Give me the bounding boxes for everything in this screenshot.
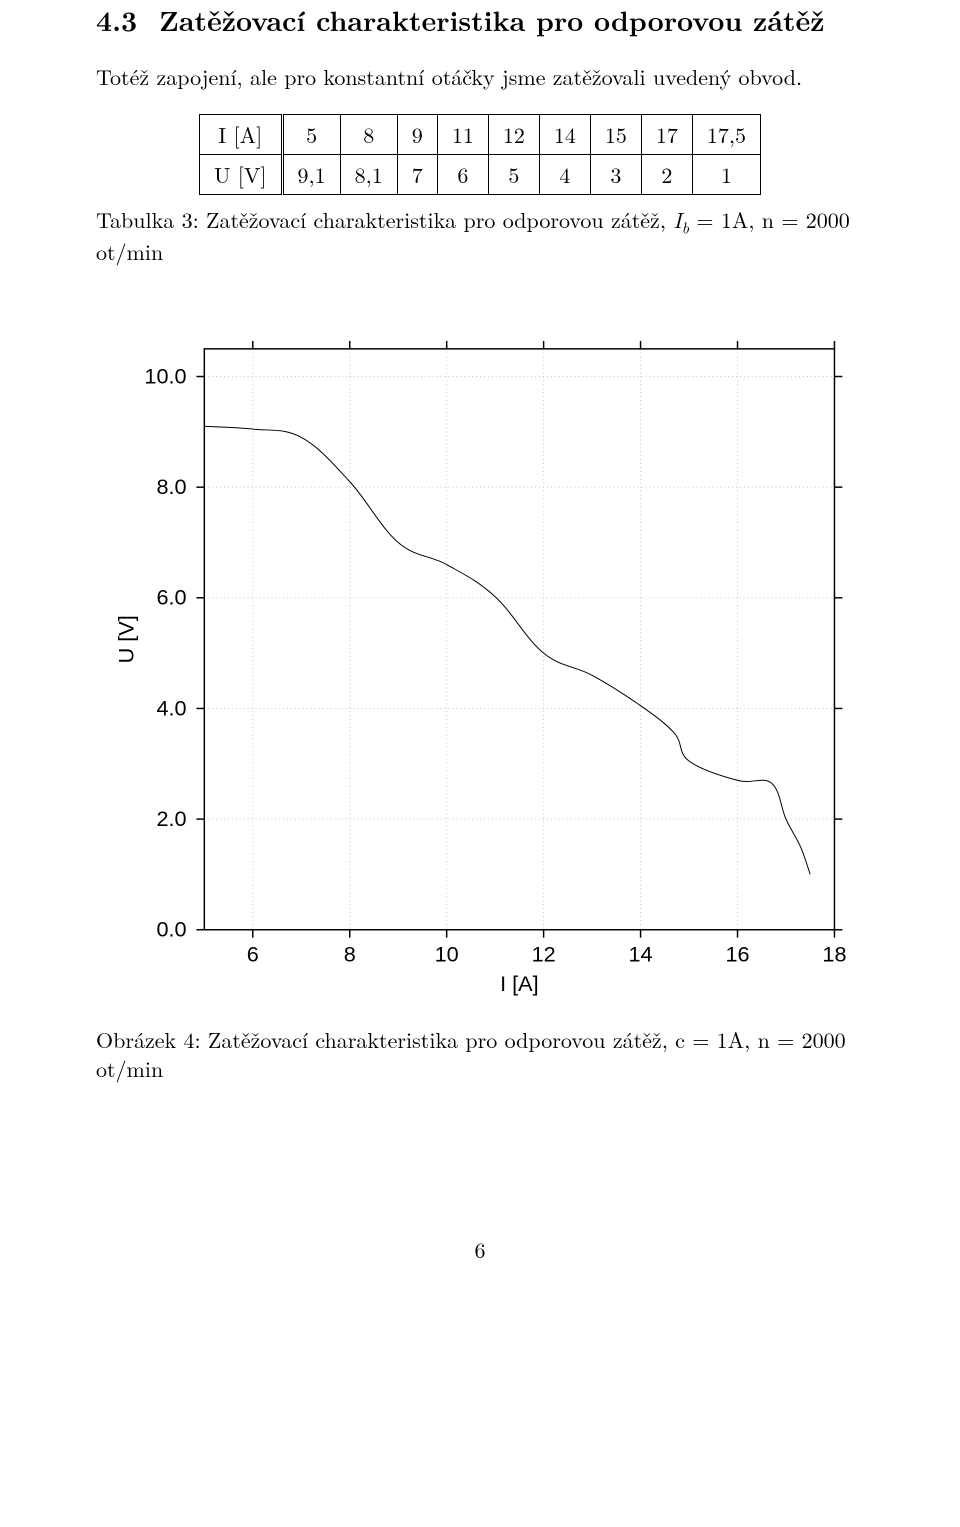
table-caption-I: I — [673, 204, 682, 235]
table-row: U [V] 9,1 8,1 7 6 5 4 3 2 1 — [199, 154, 760, 194]
svg-text:16: 16 — [725, 941, 749, 966]
table-cell: 5 — [282, 114, 340, 154]
svg-text:8: 8 — [344, 941, 356, 966]
page-number: 6 — [96, 1234, 864, 1265]
table-cell: 11 — [437, 114, 488, 154]
svg-text:10.0: 10.0 — [144, 364, 186, 389]
table-caption-prefix: Tabulka 3: Zatěžovací charakteristika pr… — [96, 204, 673, 235]
svg-text:2.0: 2.0 — [156, 806, 186, 831]
svg-text:18: 18 — [822, 941, 846, 966]
table-cell: 9 — [397, 114, 437, 154]
table-cell: 2 — [641, 154, 692, 194]
svg-text:0.0: 0.0 — [156, 917, 186, 942]
table-cell: 12 — [488, 114, 539, 154]
section-title: Zatěžovací charakteristika pro odporovou… — [159, 0, 824, 40]
table-cell: 8,1 — [340, 154, 397, 194]
svg-text:8.0: 8.0 — [156, 474, 186, 499]
svg-text:10: 10 — [435, 941, 459, 966]
svg-text:6.0: 6.0 — [156, 585, 186, 610]
figure-caption: Obrázek 4: Zatěžovací charakteristika pr… — [96, 1025, 864, 1084]
table-cell: 14 — [539, 114, 590, 154]
table-cell: 8 — [340, 114, 397, 154]
table-cell: 7 — [397, 154, 437, 194]
svg-text:U [V]: U [V] — [113, 615, 138, 663]
table-cell: 4 — [539, 154, 590, 194]
table-caption: Tabulka 3: Zatěžovací charakteristika pr… — [96, 205, 864, 267]
page-root: 4.3 Zatěžovací charakteristika pro odporo… — [0, 0, 960, 1313]
chart-container: 6 8 10 12 14 16 18 0.0 2.0 4.0 6.0 8.0 10.0 I [A] U [V… — [96, 339, 864, 1009]
svg-text:4.0: 4.0 — [156, 695, 186, 720]
table-cell: 1 — [692, 154, 760, 194]
table-cell: 17 — [641, 114, 692, 154]
table-caption-b: b — [682, 215, 689, 238]
svg-text:I [A]: I [A] — [500, 971, 539, 996]
intro-paragraph: Totéž zapojení, ale pro konstantní otáčk… — [96, 62, 864, 92]
table-row: I [A] 5 8 9 11 12 14 15 17 17,5 — [199, 114, 760, 154]
row-label-I: I [A] — [199, 114, 282, 154]
table-cell: 15 — [590, 114, 641, 154]
table-cell: 6 — [437, 154, 488, 194]
section-number: 4.3 — [96, 0, 137, 40]
table-cell: 3 — [590, 154, 641, 194]
table-cell: 5 — [488, 154, 539, 194]
table-cell: 17,5 — [692, 114, 760, 154]
svg-text:6: 6 — [247, 941, 259, 966]
svg-text:12: 12 — [532, 941, 556, 966]
row-label-U: U [V] — [199, 154, 282, 194]
load-characteristic-chart: 6 8 10 12 14 16 18 0.0 2.0 4.0 6.0 8.0 10.0 I [A] U [V… — [96, 339, 864, 1009]
svg-text:14: 14 — [629, 941, 653, 966]
section-heading: 4.3 Zatěžovací charakteristika pro odporo… — [96, 0, 864, 40]
data-table: I [A] 5 8 9 11 12 14 15 17 17,5 U [V] 9,… — [199, 114, 761, 195]
table-cell: 9,1 — [282, 154, 340, 194]
